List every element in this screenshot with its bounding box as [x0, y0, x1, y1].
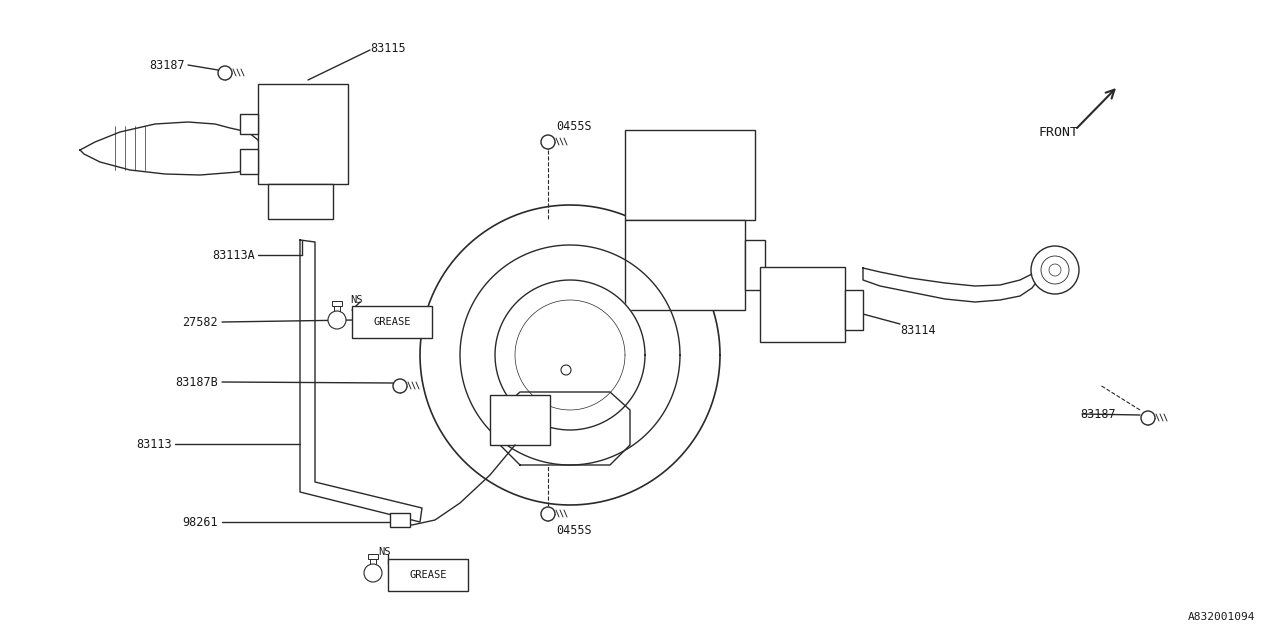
Text: 0455S: 0455S: [556, 120, 591, 132]
Text: 83187: 83187: [150, 58, 186, 72]
Bar: [332, 301, 342, 306]
Polygon shape: [300, 240, 422, 522]
Text: 83187B: 83187B: [175, 376, 218, 388]
Bar: [352, 306, 433, 338]
Circle shape: [541, 507, 556, 521]
Bar: [745, 240, 765, 290]
Bar: [390, 513, 410, 527]
Text: 83113: 83113: [137, 438, 172, 451]
Text: 83187: 83187: [1080, 408, 1116, 420]
Polygon shape: [500, 392, 630, 465]
Text: 27582: 27582: [182, 316, 218, 328]
Text: 83113A: 83113A: [212, 248, 255, 262]
Bar: [241, 114, 259, 134]
Text: 83114: 83114: [900, 323, 936, 337]
Circle shape: [541, 135, 556, 149]
Circle shape: [561, 365, 571, 375]
Bar: [490, 395, 550, 445]
Polygon shape: [79, 122, 262, 175]
Bar: [625, 130, 755, 220]
Text: FRONT: FRONT: [1038, 125, 1078, 138]
Polygon shape: [420, 205, 719, 505]
Text: A832001094: A832001094: [1188, 612, 1254, 622]
Text: GREASE: GREASE: [374, 317, 411, 327]
Bar: [241, 149, 259, 174]
Polygon shape: [460, 245, 680, 465]
Bar: [625, 220, 745, 310]
Text: GREASE: GREASE: [410, 570, 447, 580]
Polygon shape: [863, 258, 1039, 302]
Text: NS: NS: [349, 295, 362, 305]
Circle shape: [393, 379, 407, 393]
Circle shape: [1030, 246, 1079, 294]
Bar: [369, 554, 378, 559]
Bar: [845, 290, 863, 330]
Circle shape: [1140, 411, 1155, 425]
Circle shape: [328, 311, 346, 329]
Polygon shape: [495, 280, 645, 430]
Text: NS: NS: [378, 547, 390, 557]
Bar: [259, 84, 348, 184]
Text: 0455S: 0455S: [556, 524, 591, 536]
Circle shape: [218, 66, 232, 80]
Bar: [760, 267, 845, 342]
Circle shape: [364, 564, 381, 582]
Text: 83115: 83115: [370, 42, 406, 54]
Bar: [268, 184, 333, 219]
Text: 98261: 98261: [182, 515, 218, 529]
Bar: [388, 559, 468, 591]
